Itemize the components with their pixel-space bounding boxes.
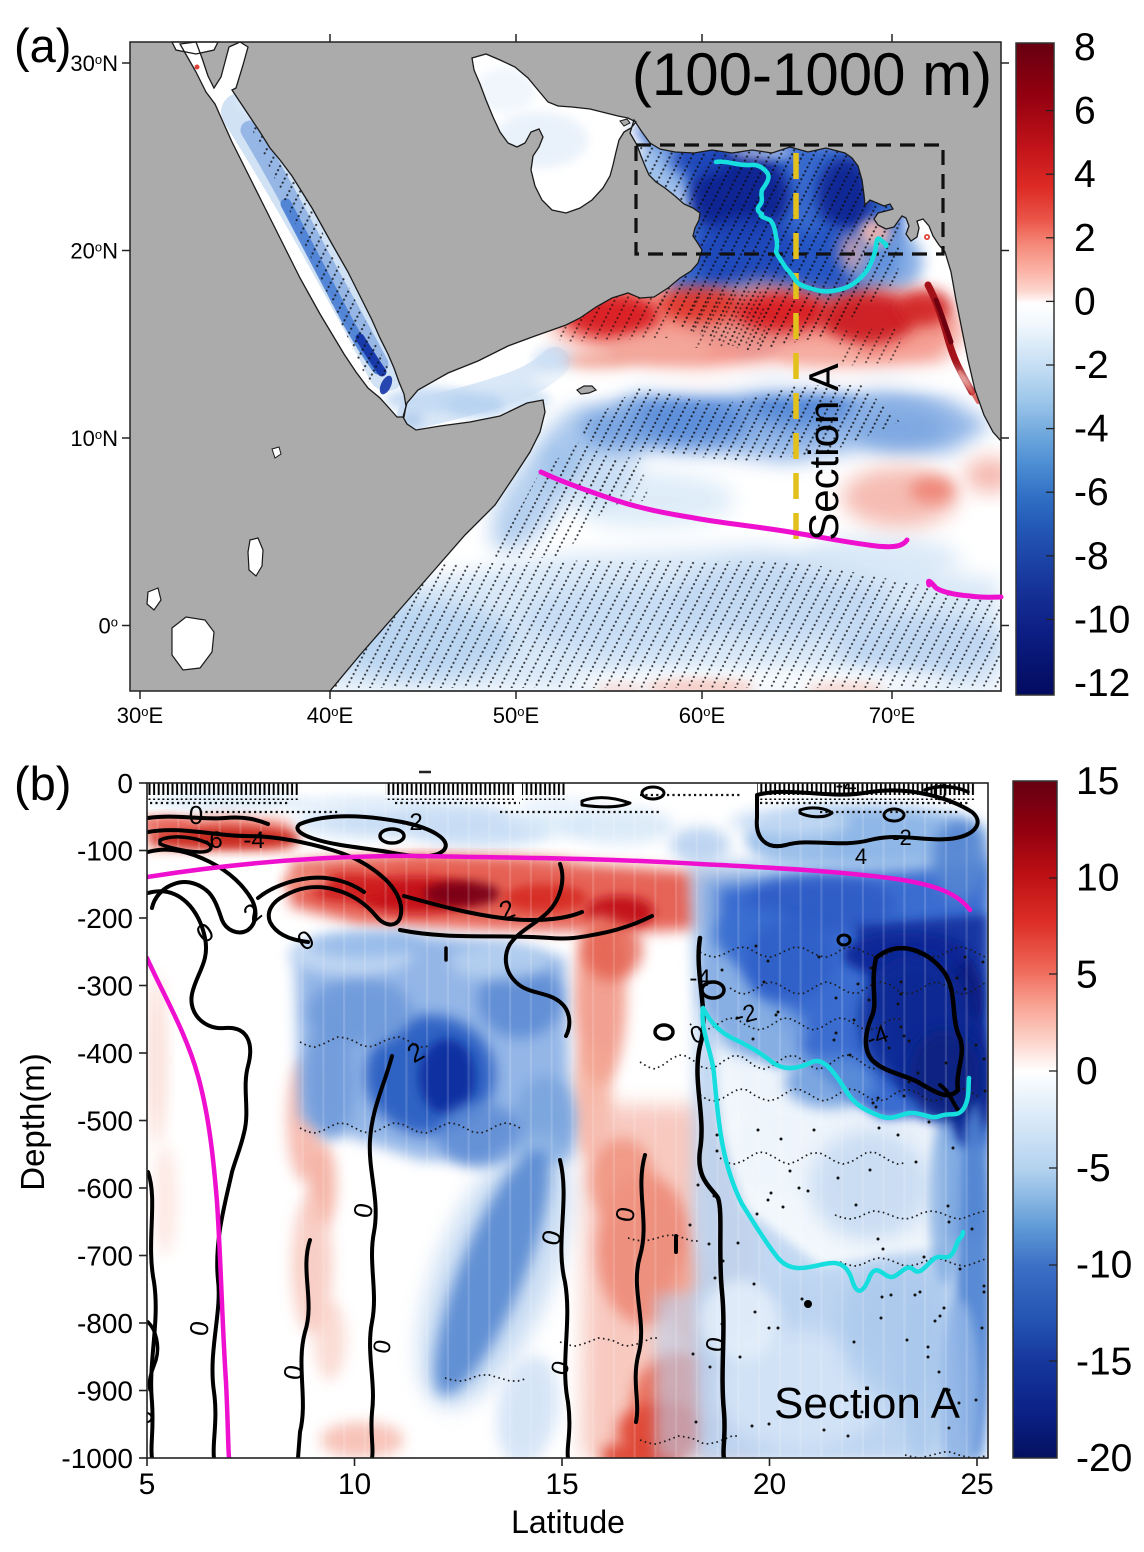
svg-text:5: 5 — [1076, 953, 1098, 996]
svg-text:-15: -15 — [1076, 1340, 1132, 1383]
svg-text:20: 20 — [753, 1468, 786, 1501]
svg-text:-600: -600 — [77, 1173, 133, 1204]
svg-text:-2: -2 — [401, 809, 422, 836]
svg-text:-2: -2 — [1074, 344, 1109, 387]
svg-text:-12: -12 — [1074, 662, 1130, 705]
svg-text:(b): (b) — [14, 757, 71, 810]
svg-text:Depth(m): Depth(m) — [14, 1053, 51, 1191]
svg-text:2: 2 — [1074, 217, 1096, 260]
svg-text:-400: -400 — [77, 1038, 133, 1069]
svg-text:-500: -500 — [77, 1106, 133, 1137]
svg-text:0: 0 — [1074, 280, 1096, 323]
svg-text:-100: -100 — [77, 836, 133, 867]
svg-text:-20: -20 — [1076, 1437, 1132, 1480]
svg-text:0: 0 — [277, 1363, 309, 1382]
svg-text:10: 10 — [1076, 857, 1119, 900]
svg-text:0: 0 — [699, 1335, 731, 1354]
svg-text:-6: -6 — [1074, 471, 1109, 514]
svg-text:20oN: 20oN — [70, 239, 118, 264]
svg-text:-4: -4 — [1074, 408, 1109, 451]
svg-text:5: 5 — [139, 1468, 156, 1501]
svg-text:10: 10 — [338, 1468, 371, 1501]
svg-text:8: 8 — [1074, 26, 1096, 69]
svg-text:4: 4 — [855, 844, 867, 869]
svg-text:-10: -10 — [1076, 1244, 1132, 1287]
svg-text:-300: -300 — [77, 971, 133, 1002]
svg-text:0: 0 — [1076, 1050, 1098, 1093]
svg-text:-200: -200 — [77, 903, 133, 934]
svg-text:-800: -800 — [77, 1308, 133, 1339]
svg-text:-900: -900 — [77, 1376, 133, 1407]
svg-text:-6: -6 — [201, 827, 222, 854]
svg-text:0: 0 — [117, 768, 133, 799]
svg-text:0: 0 — [347, 1201, 379, 1220]
svg-text:-10: -10 — [1074, 598, 1130, 641]
svg-text:-2: -2 — [892, 825, 912, 850]
svg-text:-1000: -1000 — [61, 1443, 133, 1474]
svg-text:25: 25 — [960, 1468, 993, 1501]
svg-text:40oE: 40oE — [307, 703, 353, 728]
svg-text:(a): (a) — [14, 19, 71, 72]
svg-text:10oN: 10oN — [70, 426, 118, 451]
svg-text:0: 0 — [368, 1338, 397, 1356]
svg-text:6: 6 — [1074, 90, 1096, 133]
svg-text:0o: 0o — [99, 614, 118, 639]
svg-text:Latitude: Latitude — [511, 1504, 625, 1540]
svg-text:0: 0 — [183, 1319, 215, 1338]
svg-text:0: 0 — [933, 776, 947, 806]
svg-text:60oE: 60oE — [679, 703, 725, 728]
svg-text:0: 0 — [609, 1205, 641, 1224]
svg-text:15: 15 — [545, 1468, 578, 1501]
svg-text:-5: -5 — [1076, 1147, 1111, 1190]
svg-text:0: 0 — [988, 766, 1002, 796]
svg-text:-4: -4 — [689, 965, 710, 992]
svg-text:0: 0 — [189, 800, 203, 830]
svg-text:-4: -4 — [243, 827, 264, 854]
svg-text:-8: -8 — [1074, 535, 1109, 578]
svg-text:4: 4 — [1074, 153, 1096, 196]
svg-text:30oE: 30oE — [117, 703, 163, 728]
svg-text:Section A: Section A — [774, 1379, 961, 1428]
svg-text:-700: -700 — [77, 1241, 133, 1272]
svg-text:30oN: 30oN — [70, 51, 118, 76]
svg-text:70oE: 70oE — [869, 703, 915, 728]
svg-text:50oE: 50oE — [493, 703, 539, 728]
svg-text:15: 15 — [1076, 760, 1119, 803]
svg-text:Section A: Section A — [800, 363, 847, 540]
svg-text:-4: -4 — [835, 772, 856, 799]
svg-text:(100-1000 m): (100-1000 m) — [632, 41, 992, 108]
svg-text:0: 0 — [127, 1409, 158, 1426]
